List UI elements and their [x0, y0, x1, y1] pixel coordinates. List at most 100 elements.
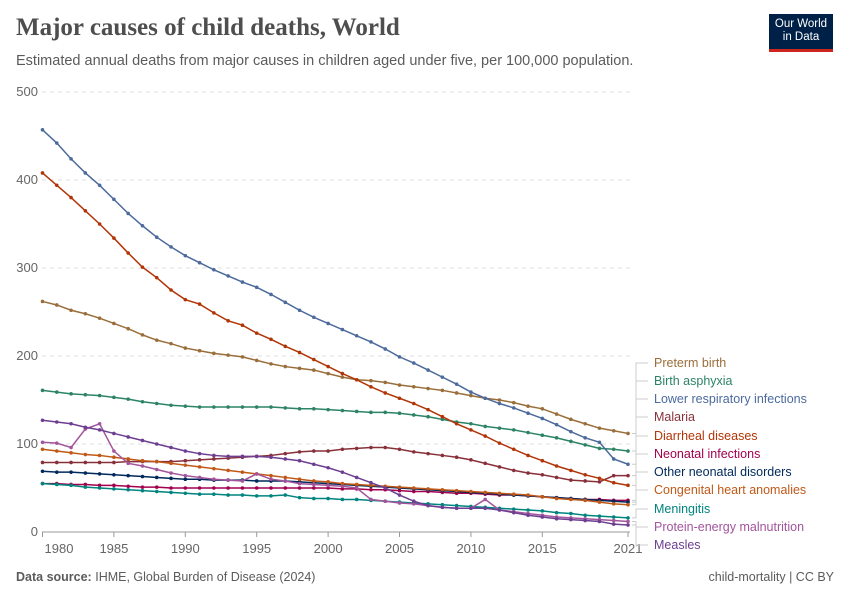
data-point — [183, 449, 188, 453]
data-point — [40, 388, 45, 393]
legend-label[interactable]: Congenital heart anomalies — [654, 483, 806, 497]
data-point — [526, 471, 530, 475]
data-point — [83, 425, 88, 430]
x-tick-label: 2015 — [528, 541, 557, 556]
legend-label[interactable]: Birth asphyxia — [654, 374, 733, 388]
legend-label[interactable]: Meningitis — [654, 502, 710, 516]
legend-label[interactable]: Protein-energy malnutrition — [654, 520, 804, 534]
data-point — [254, 405, 259, 409]
data-point — [183, 404, 188, 408]
data-point — [597, 476, 602, 481]
data-point — [426, 407, 430, 412]
data-point — [183, 463, 188, 467]
data-point — [611, 473, 616, 478]
legend-connector — [632, 435, 648, 486]
chart-title: Major causes of child deaths, World — [16, 14, 400, 41]
data-point — [40, 128, 45, 132]
data-point — [112, 473, 116, 477]
data-point — [54, 390, 59, 394]
data-point — [626, 473, 630, 478]
data-point — [597, 500, 602, 504]
legend-label[interactable]: Lower respiratory infections — [654, 392, 807, 406]
data-point — [154, 489, 159, 494]
data-point — [540, 433, 545, 438]
legend-connector — [632, 362, 648, 434]
data-point — [383, 380, 388, 385]
data-point — [83, 460, 88, 465]
data-point — [169, 471, 173, 475]
data-point — [340, 408, 345, 413]
legend-label[interactable]: Diarrheal diseases — [654, 429, 758, 443]
data-point — [626, 449, 630, 453]
data-point — [540, 495, 545, 499]
legend-label[interactable]: Malaria — [654, 410, 695, 424]
data-point — [154, 485, 159, 489]
series-line-preterm-birth — [42, 300, 629, 435]
data-point — [454, 488, 459, 493]
data-point — [40, 299, 45, 304]
legend-label[interactable]: Other neonatal disorders — [654, 465, 792, 479]
data-point — [354, 497, 359, 502]
data-point — [112, 395, 116, 400]
data-point — [226, 319, 230, 323]
legend-label[interactable]: Measles — [654, 538, 701, 552]
x-tick-label: 2005 — [385, 541, 414, 556]
data-point — [40, 481, 45, 486]
data-point — [383, 347, 388, 351]
data-point — [154, 401, 159, 406]
data-point — [183, 491, 188, 496]
data-point — [140, 485, 145, 489]
data-point — [483, 497, 487, 502]
data-point — [169, 461, 173, 466]
data-point — [169, 245, 173, 249]
data-point — [326, 364, 330, 369]
legend-label[interactable]: Neonatal infections — [654, 447, 760, 461]
data-point — [83, 482, 88, 487]
footer-license[interactable]: child-mortality | CC BY — [708, 570, 835, 584]
data-point — [226, 274, 230, 278]
data-point — [54, 141, 59, 145]
data-point — [283, 479, 288, 483]
data-point — [269, 405, 273, 409]
data-point — [597, 514, 602, 518]
data-point — [354, 486, 359, 490]
data-point — [326, 480, 330, 484]
owid-logo[interactable]: Our World in Data — [769, 14, 833, 52]
data-point — [583, 421, 587, 426]
data-point — [97, 486, 102, 490]
data-point — [369, 385, 373, 389]
data-point — [626, 523, 630, 527]
x-tick-label: 1995 — [242, 541, 271, 556]
x-tick-label: 1980 — [45, 541, 74, 556]
data-point — [297, 486, 302, 490]
y-tick-label: 0 — [31, 524, 38, 539]
data-point — [454, 455, 459, 460]
data-point — [140, 458, 145, 463]
data-point — [197, 260, 202, 265]
data-point — [126, 326, 130, 331]
data-point — [469, 506, 473, 511]
data-point — [469, 428, 473, 432]
data-point — [469, 489, 473, 494]
data-point — [97, 483, 102, 488]
legend-label[interactable]: Preterm birth — [654, 356, 726, 370]
data-point — [169, 476, 173, 481]
data-point — [597, 446, 602, 451]
legend-connector — [632, 471, 648, 503]
data-point — [183, 486, 188, 490]
data-point — [183, 477, 188, 482]
data-point — [312, 486, 316, 490]
source-text[interactable]: IHME, Global Burden of Disease (2024) — [95, 570, 316, 584]
data-point — [540, 458, 545, 463]
data-point — [583, 473, 587, 477]
data-point — [369, 340, 373, 344]
data-point — [269, 486, 273, 490]
data-point — [426, 414, 430, 419]
data-point — [126, 473, 130, 478]
data-point — [426, 386, 430, 391]
data-point — [83, 311, 88, 316]
data-point — [112, 460, 116, 465]
data-point — [497, 491, 502, 496]
data-point — [140, 488, 145, 493]
data-point — [526, 411, 530, 416]
